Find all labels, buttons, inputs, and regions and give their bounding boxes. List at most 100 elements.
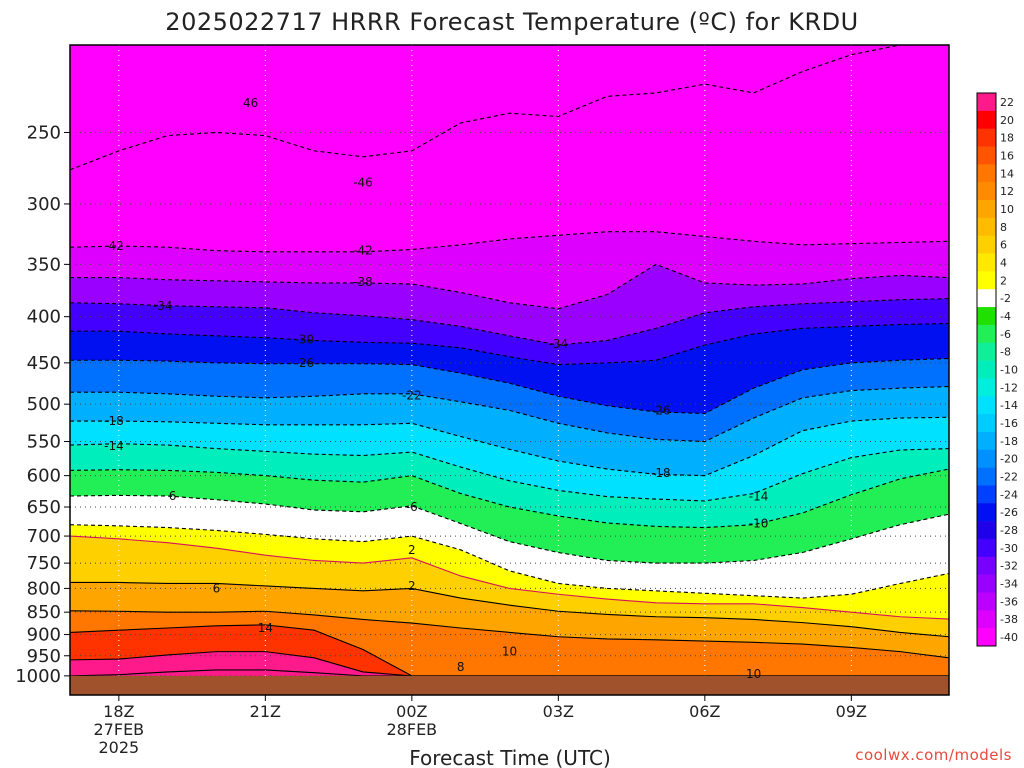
colorbar-label: -34 bbox=[1000, 578, 1018, 591]
x-tick-label: 00Z bbox=[396, 702, 427, 721]
colorbar-swatch bbox=[977, 164, 996, 183]
colorbar-label: 4 bbox=[1000, 256, 1007, 269]
isotherm-line bbox=[70, 385, 949, 443]
contour-label: -14 bbox=[749, 490, 769, 504]
x-tick-label: 2025 bbox=[98, 738, 139, 757]
isotherm-line bbox=[70, 322, 949, 366]
isotherm-line bbox=[70, 416, 949, 477]
colorbar-swatch bbox=[977, 521, 996, 540]
plot-frame bbox=[69, 44, 950, 696]
contour-label: 6 bbox=[169, 489, 177, 503]
y-tick-label: 500 bbox=[27, 394, 61, 415]
colorbar-swatch bbox=[977, 182, 996, 201]
colorbar-label: 6 bbox=[1000, 239, 1007, 252]
contour-label: -14 bbox=[104, 439, 124, 453]
colorbar-label: -30 bbox=[1000, 542, 1018, 555]
contour-label: 8 bbox=[457, 660, 465, 674]
y-tick-label: 950 bbox=[27, 646, 61, 667]
colorbar-swatch bbox=[977, 414, 996, 433]
colorbar-swatch bbox=[977, 378, 996, 397]
y-tick-label: 450 bbox=[27, 353, 61, 374]
colorbar-swatch bbox=[977, 396, 996, 415]
colorbar-swatch bbox=[977, 289, 996, 308]
colorbar-label: 14 bbox=[1000, 167, 1014, 180]
colorbar-swatch bbox=[977, 431, 996, 451]
contour-label: -18 bbox=[104, 414, 124, 428]
colorbar-label: -6 bbox=[1000, 328, 1011, 341]
x-tick-label: 21Z bbox=[250, 702, 281, 721]
x-tick-label: 03Z bbox=[543, 702, 574, 721]
y-tick-label: 650 bbox=[27, 497, 61, 518]
ground bbox=[70, 675, 949, 695]
colorbar-label: -2 bbox=[1000, 292, 1011, 305]
colorbar-swatch bbox=[977, 467, 996, 486]
colorbar-label: -24 bbox=[1000, 488, 1018, 501]
isotherm-line bbox=[70, 298, 949, 346]
colorbar-swatch bbox=[977, 574, 996, 593]
colorbar-swatch bbox=[977, 146, 996, 165]
colorbar-swatch bbox=[977, 253, 996, 272]
colorbar: 22 20 18 16 14 12 10 8 6 4 2 -2 -4 -6 -8 -10 -12 -14 -16 -1… bbox=[976, 92, 1018, 647]
isotherm-line bbox=[70, 357, 949, 415]
colorbar-swatch bbox=[977, 538, 996, 558]
colorbar-swatch bbox=[977, 485, 996, 504]
colorbar-label: 20 bbox=[1000, 114, 1014, 127]
colorbar-label: 18 bbox=[1000, 132, 1014, 145]
y-tick-label: 1000 bbox=[15, 666, 61, 687]
contour-label: -26 bbox=[295, 356, 315, 370]
colorbar-label: -14 bbox=[1000, 399, 1018, 412]
colorbar-label: -26 bbox=[1000, 506, 1018, 519]
colorbar-label: -32 bbox=[1000, 560, 1018, 573]
contour-label: 2 bbox=[408, 579, 416, 593]
isotherm-line bbox=[70, 443, 949, 502]
contour-label: -46 bbox=[353, 175, 373, 189]
contour-label: -30 bbox=[295, 333, 315, 347]
colorbar-label: -10 bbox=[1000, 364, 1018, 377]
contour-label: -34 bbox=[153, 299, 173, 313]
colorbar-swatch bbox=[977, 610, 996, 629]
pressure-axis: 2503003504004505005506006507007508008509… bbox=[15, 122, 70, 687]
y-tick-label: 400 bbox=[27, 307, 61, 328]
contour-label: 46 bbox=[243, 96, 258, 110]
colorbar-swatch bbox=[977, 200, 996, 219]
contour-label: 10 bbox=[502, 645, 517, 659]
colorbar-label: -22 bbox=[1000, 471, 1018, 484]
colorbar-label: -28 bbox=[1000, 524, 1018, 537]
isotherm-line bbox=[70, 45, 949, 171]
y-tick-label: 800 bbox=[27, 578, 61, 599]
contour-label: -18 bbox=[651, 466, 671, 480]
contour-label: 14 bbox=[258, 621, 273, 635]
colorbar-label: -40 bbox=[1000, 631, 1018, 644]
colorbar-label: -20 bbox=[1000, 453, 1018, 466]
y-tick-label: 700 bbox=[27, 526, 61, 547]
colorbar-label: 22 bbox=[1000, 96, 1014, 109]
site-credit: coolwx.com/models bbox=[855, 746, 1012, 764]
y-tick-label: 350 bbox=[27, 254, 61, 275]
colorbar-label: 16 bbox=[1000, 149, 1014, 162]
colorbar-swatch bbox=[977, 110, 996, 129]
y-tick-label: 300 bbox=[27, 194, 61, 215]
contour-label: -34 bbox=[549, 337, 569, 351]
colorbar-frame bbox=[976, 92, 997, 647]
contour-label: -42 bbox=[353, 244, 373, 258]
colorbar-label: -18 bbox=[1000, 435, 1018, 448]
colorbar-swatch bbox=[977, 628, 996, 647]
contour-label: 10 bbox=[746, 667, 761, 681]
colorbar-swatch bbox=[977, 503, 996, 522]
y-tick-label: 250 bbox=[27, 122, 61, 143]
x-tick-label: 09Z bbox=[836, 702, 867, 721]
colorbar-label: 10 bbox=[1000, 203, 1014, 216]
contour-label: -10 bbox=[749, 517, 769, 531]
isotherm-line bbox=[70, 610, 949, 659]
colorbar-label: 8 bbox=[1000, 221, 1007, 234]
isotherm-line bbox=[70, 494, 949, 564]
colorbar-swatch bbox=[977, 449, 996, 468]
colorbar-swatch bbox=[977, 217, 996, 237]
x-tick-label: 27FEB bbox=[94, 720, 145, 739]
colorbar-swatch bbox=[977, 342, 996, 361]
isotherm-line bbox=[70, 263, 949, 310]
colorbar-swatch bbox=[977, 93, 996, 112]
x-axis-title: Forecast Time (UTC) bbox=[409, 746, 611, 768]
x-tick-label: 06Z bbox=[689, 702, 720, 721]
